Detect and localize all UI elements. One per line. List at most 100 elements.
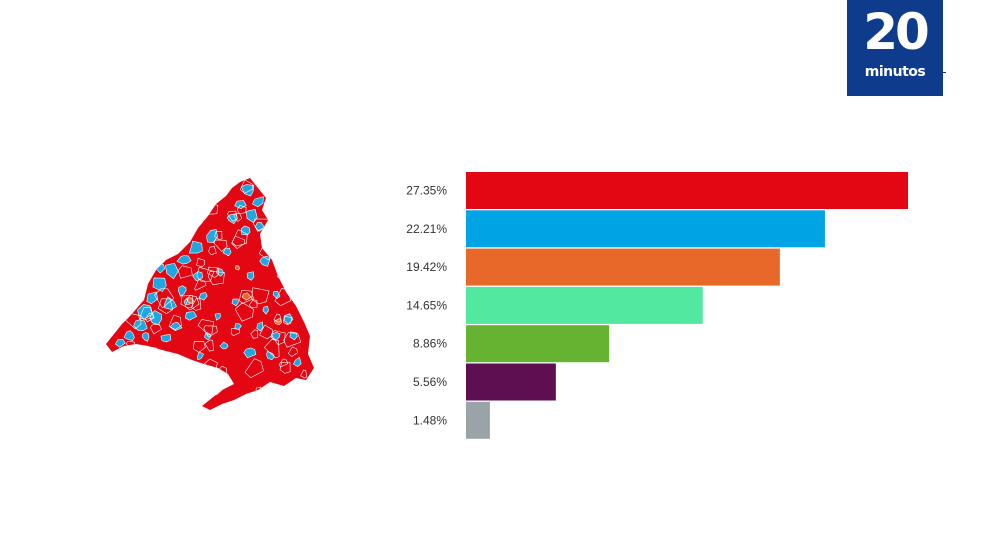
20minutos-logo: 20 minutos	[847, 0, 943, 96]
map-border-line	[250, 329, 259, 339]
map-border-line	[239, 179, 254, 194]
map-municipality-blue	[259, 255, 271, 267]
map-border-line	[128, 229, 139, 240]
map-border-line	[197, 319, 215, 336]
map-municipality-blue	[234, 322, 242, 330]
map-border-line	[148, 367, 163, 382]
map-border-line	[283, 315, 293, 325]
map-border-line	[261, 180, 279, 198]
map-border-line	[140, 225, 155, 240]
map-border-line	[234, 302, 254, 322]
map-municipality-blue	[231, 298, 239, 307]
map-border-line	[292, 274, 313, 295]
map-border-line	[296, 213, 312, 228]
map-municipality-blue	[160, 334, 172, 343]
map-border-line	[295, 204, 310, 215]
map-municipality-blue	[246, 271, 255, 281]
map-border-line	[259, 324, 273, 340]
map-border-line	[231, 229, 248, 247]
results-bar-chart: 27.35% 22.21% 19.42% 14.65% 8.86% 5.56% 1.48%	[406, 172, 908, 439]
map-border-line	[147, 384, 164, 400]
map-border-line	[137, 261, 155, 278]
bar-label-7: 1.48%	[413, 413, 447, 427]
map-municipality-orange	[241, 292, 252, 301]
bar-1	[466, 172, 908, 209]
map-municipality-blue	[178, 285, 187, 297]
map-border-line	[184, 295, 200, 311]
map-border-line	[270, 330, 286, 346]
map-municipality-blue	[219, 341, 229, 350]
map-border-line	[213, 239, 228, 252]
map-border-line	[129, 205, 141, 215]
map-border-line	[300, 244, 310, 254]
map-municipality-blue	[222, 247, 232, 257]
map-municipality-blue	[214, 313, 221, 321]
map-municipality-blue	[256, 321, 264, 332]
map-border-line	[287, 346, 298, 357]
map-border-line	[171, 226, 180, 236]
map-municipality-blue	[197, 351, 204, 360]
bar-label-6: 5.56%	[413, 375, 447, 389]
map-border-line	[146, 237, 165, 256]
map-border-line	[164, 384, 180, 399]
map-border-line	[144, 312, 155, 323]
map-border-line	[218, 186, 228, 197]
map-border-line	[249, 299, 258, 309]
map-border-line	[214, 231, 223, 241]
map-border-line	[196, 266, 215, 282]
map-municipality-blue	[254, 222, 266, 232]
map-border-line	[177, 265, 193, 279]
map-border-line	[180, 295, 193, 309]
map-border-line	[112, 306, 130, 322]
bar-label-2: 22.21%	[406, 222, 447, 236]
map-border-line	[206, 183, 216, 194]
map-border-line	[290, 179, 305, 194]
logo-number: 20	[863, 3, 930, 61]
map-border-line	[126, 193, 139, 206]
map-municipality-blue	[206, 229, 218, 244]
map-border-line	[273, 313, 282, 323]
map-border-line	[190, 297, 202, 311]
bar-label-1: 27.35%	[406, 184, 447, 198]
map-border-line	[244, 358, 264, 379]
map-border-line	[196, 258, 206, 268]
map-municipality-orange	[235, 265, 241, 271]
map-orange-municipalities	[186, 265, 282, 325]
map-border-line	[263, 339, 280, 359]
map-border-line	[227, 210, 238, 222]
map-municipality-blue	[252, 196, 264, 208]
map-municipality-blue	[152, 277, 167, 292]
map-border-line	[238, 289, 254, 304]
map-border-line	[193, 208, 205, 220]
map-border-line	[144, 212, 157, 226]
map-border-line	[192, 341, 206, 353]
map-border-line	[291, 250, 308, 267]
map-municipality-blue	[272, 290, 281, 300]
map-municipality-blue	[176, 255, 192, 265]
bar-3	[466, 248, 780, 286]
madrid-region-map	[106, 178, 314, 410]
map-border-line	[279, 362, 291, 374]
map-border-line	[168, 314, 182, 330]
map-border-line	[230, 327, 240, 336]
map-border-line	[206, 266, 219, 278]
map-border-line	[203, 325, 218, 338]
map-municipality-blue	[293, 356, 302, 367]
map-municipality-blue	[198, 292, 208, 301]
map-border-line	[194, 278, 207, 291]
map-border-line	[236, 204, 247, 215]
bar-4	[466, 286, 703, 324]
map-border-line	[233, 213, 243, 222]
map-blue-municipalities	[114, 184, 302, 367]
bar-6	[466, 363, 556, 401]
logo-tick-mark	[943, 72, 946, 73]
map-border-line	[162, 219, 181, 235]
bar-label-5: 8.86%	[413, 337, 447, 351]
map-border-line	[136, 229, 147, 239]
map-municipality-blue	[188, 240, 203, 254]
map-municipality-blue	[243, 347, 257, 359]
map-border-line	[299, 294, 313, 307]
map-municipality-blue	[262, 305, 269, 315]
map-municipality-blue	[114, 338, 126, 348]
map-border-line	[280, 188, 297, 204]
